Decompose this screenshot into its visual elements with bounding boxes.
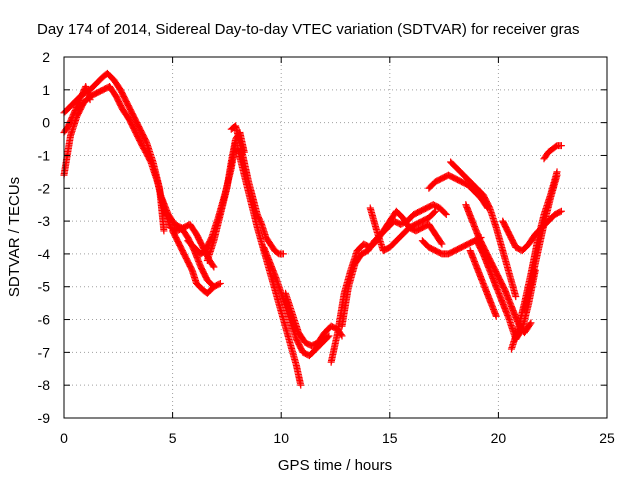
x-tick-label: 10 [273, 430, 289, 446]
data-point [324, 333, 332, 341]
data-point [209, 284, 217, 292]
data-point [430, 208, 438, 216]
data-point [437, 239, 445, 247]
data-point [209, 262, 217, 270]
data-point [216, 279, 224, 287]
data-point [557, 142, 565, 150]
x-tick-label: 20 [491, 430, 507, 446]
data-point [215, 280, 223, 288]
x-tick-label: 25 [599, 430, 615, 446]
y-tick-label: -4 [38, 246, 51, 262]
series-arc-21 [466, 247, 500, 320]
y-tick-label: -9 [38, 410, 51, 426]
data-point [492, 312, 500, 320]
series-arc-22 [499, 207, 565, 255]
series-arc-14 [338, 201, 450, 330]
data-points [60, 69, 565, 389]
series-arc-18 [447, 158, 520, 301]
data-point [210, 283, 218, 291]
y-axis-label: SDTVAR / TECUs [6, 177, 23, 297]
y-tick-label: 1 [42, 82, 50, 98]
data-point [553, 171, 561, 179]
data-point [557, 207, 565, 215]
y-tick-label: 2 [42, 49, 50, 65]
data-point [526, 320, 534, 328]
series-arc-24 [520, 171, 561, 314]
data-point [527, 319, 535, 327]
y-tick-label: -5 [38, 279, 51, 295]
series-arc-15 [366, 204, 439, 255]
data-point [325, 332, 333, 340]
data-point [512, 293, 520, 301]
data-point [297, 381, 305, 389]
series-arc-25 [540, 142, 565, 163]
series-arc-6 [169, 227, 218, 297]
data-point [86, 96, 94, 104]
data-point [210, 263, 218, 271]
y-tick-label: 0 [42, 115, 50, 131]
x-tick-label: 5 [169, 430, 177, 446]
data-point [441, 209, 449, 217]
data-point [438, 240, 446, 248]
data-point [556, 208, 564, 216]
y-tick-label: -7 [38, 344, 51, 360]
plot-frame [63, 56, 608, 419]
x-tick-label: 15 [382, 430, 398, 446]
y-tick-label: -3 [38, 213, 51, 229]
x-axis-label: GPS time / hours [278, 457, 392, 474]
data-point [279, 250, 287, 258]
data-point [160, 227, 168, 235]
data-point [431, 207, 439, 215]
data-point [442, 211, 450, 219]
chart-title: Day 174 of 2014, Sidereal Day-to-day VTE… [37, 21, 579, 38]
y-tick-label: -6 [38, 312, 51, 328]
y-tick-label: -8 [38, 377, 51, 393]
grid [64, 57, 607, 418]
y-tick-label: -1 [38, 147, 51, 163]
x-tick-label: 0 [60, 430, 68, 446]
y-tick-label: -2 [38, 180, 51, 196]
